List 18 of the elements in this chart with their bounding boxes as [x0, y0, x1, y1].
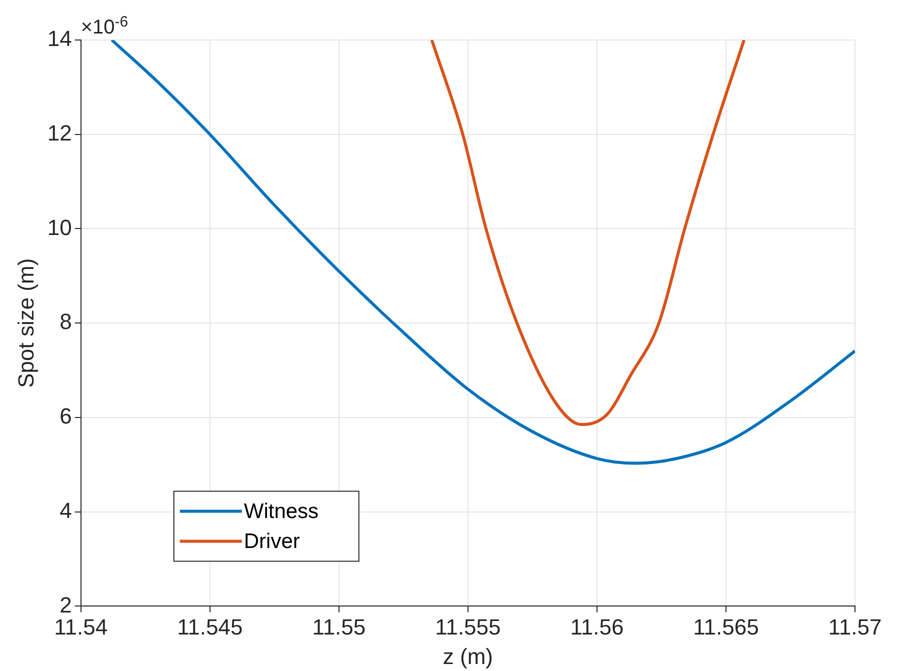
legend-label: Witness: [244, 500, 319, 523]
x-tick-label: 11.555: [435, 614, 501, 640]
y-axis-title: Spot size (m): [13, 258, 38, 388]
line-series: [110, 40, 855, 465]
x-tick-label: 11.57: [828, 614, 882, 640]
x-tick-label: 11.545: [177, 614, 243, 640]
y-tick-label: 8: [60, 309, 72, 334]
x-axis-title: z (m): [442, 644, 493, 669]
x-tick-label: 11.56: [570, 614, 624, 640]
x-tick-label: 11.565: [693, 614, 759, 640]
y-tick-label: 4: [60, 498, 72, 523]
x-tick-label: 11.55: [312, 614, 366, 640]
y-tick-label: 14: [47, 26, 72, 52]
legend-label: Driver: [244, 530, 300, 553]
y-tick-label: 6: [60, 404, 72, 429]
line-series: [430, 40, 746, 426]
y-tick-label: 12: [47, 120, 72, 146]
y-tick-label: 10: [47, 214, 72, 240]
